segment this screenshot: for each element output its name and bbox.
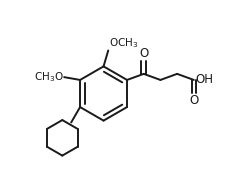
Text: O: O (139, 47, 148, 60)
Text: CH$_3$O: CH$_3$O (34, 70, 63, 84)
Text: O: O (189, 94, 198, 107)
Text: OH: OH (195, 73, 213, 86)
Text: OCH$_3$: OCH$_3$ (109, 36, 138, 50)
